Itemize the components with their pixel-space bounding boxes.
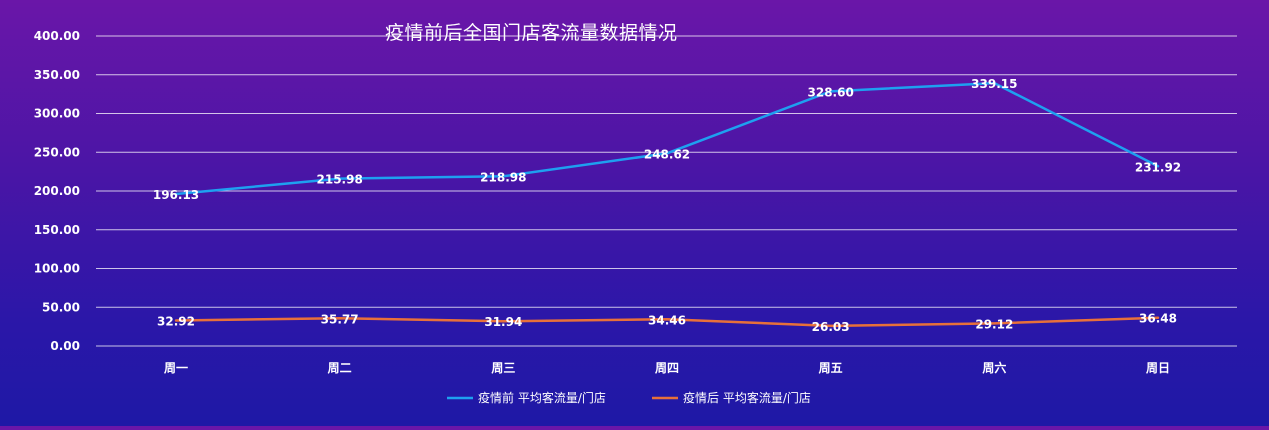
y-tick-label: 200.00 <box>34 184 80 198</box>
series-line-2 <box>174 316 1160 328</box>
y-tick-label: 350.00 <box>34 68 80 82</box>
x-tick-label: 周六 <box>982 360 1006 375</box>
legend: 疫情前 平均客流量/门店 疫情后 平均客流量/门店 <box>447 390 811 405</box>
data-label: 35.77 <box>321 312 359 326</box>
grid-lines <box>96 35 1237 347</box>
data-label: 218.98 <box>480 170 526 184</box>
x-tick-label: 周四 <box>655 361 679 375</box>
x-tick-label: 周日 <box>1146 361 1170 375</box>
data-label: 26.03 <box>812 320 850 334</box>
legend-label: 疫情前 平均客流量/门店 <box>478 390 606 405</box>
x-tick-label: 周一 <box>164 361 188 375</box>
x-tick-label: 周二 <box>328 361 352 375</box>
y-tick-label: 250.00 <box>34 145 80 159</box>
series-lines <box>174 81 1160 328</box>
data-label: 339.15 <box>971 77 1017 91</box>
data-label: 215.98 <box>317 173 363 187</box>
data-label: 31.94 <box>484 315 522 329</box>
chart-title: 疫情前后全国门店客流量数据情况 <box>385 22 678 44</box>
data-labels: 196.13 215.98 218.98 248.62 328.60 339.15 231.… <box>153 77 1181 334</box>
series-line-1 <box>174 81 1160 196</box>
data-label: 328.60 <box>808 85 854 99</box>
y-tick-label: 400.00 <box>34 29 80 43</box>
x-tick-label: 周五 <box>819 361 843 375</box>
y-tick-label: 300.00 <box>34 107 80 121</box>
y-tick-label: 150.00 <box>34 223 80 237</box>
y-axis: 0.00 50.00 100.00 150.00 200.00 250.00 300.00 3… <box>34 29 80 353</box>
data-label: 29.12 <box>975 317 1013 331</box>
data-label: 248.62 <box>644 147 690 161</box>
y-tick-label: 0.00 <box>50 339 80 353</box>
data-label: 196.13 <box>153 188 199 202</box>
data-label: 34.46 <box>648 313 686 327</box>
legend-label: 疫情后 平均客流量/门店 <box>683 390 811 405</box>
data-label: 231.92 <box>1135 160 1181 174</box>
y-tick-label: 50.00 <box>42 300 80 314</box>
x-axis: 周一 周二 周三 周四 周五 周六 周日 <box>164 360 1170 375</box>
data-label: 36.48 <box>1139 312 1177 326</box>
data-label: 32.92 <box>157 314 195 328</box>
y-tick-label: 100.00 <box>34 262 80 276</box>
x-tick-label: 周三 <box>491 361 515 375</box>
